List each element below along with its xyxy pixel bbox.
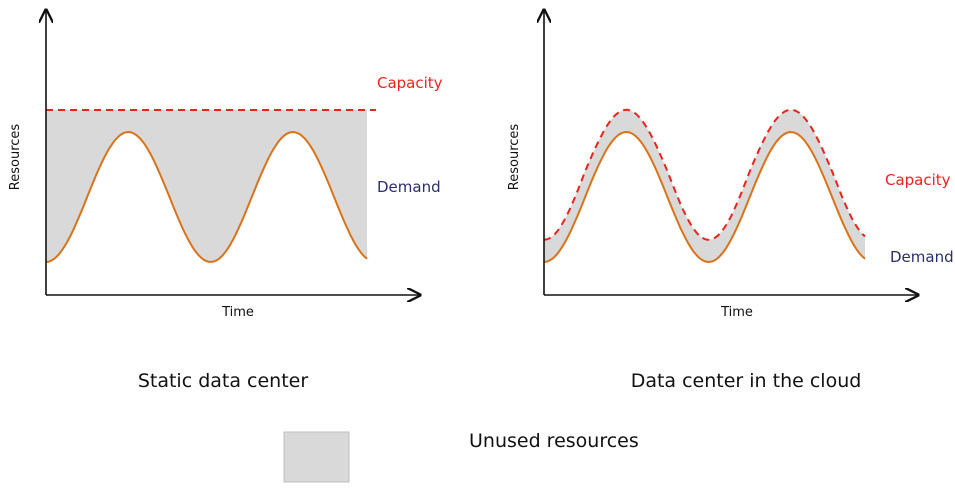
- x-axis-label-cloud: Time: [720, 305, 753, 320]
- capacity-label-cloud: Capacity: [885, 171, 951, 189]
- demand-curve-cloud: [543, 130, 866, 263]
- capacity-label-static: Capacity: [377, 74, 443, 92]
- panel-cloud: Resources Time Capacity Demand Data cent…: [507, 10, 954, 392]
- y-axis-label-cloud: Resources: [507, 124, 522, 191]
- x-axis-label-static: Time: [221, 305, 254, 320]
- capacity-curve-cloud: [543, 108, 866, 241]
- unused-area-static: [46, 110, 367, 262]
- panel-static: Resources Time Capacity Demand Static da…: [8, 10, 443, 392]
- demand-label-static: Demand: [377, 178, 441, 196]
- legend-label-unused: Unused resources: [469, 430, 639, 452]
- demand-curve-static: [45, 130, 368, 263]
- legend-swatch-unused: [283, 431, 350, 483]
- panel-title-static: Static data center: [138, 370, 309, 392]
- y-axis-label-static: Resources: [8, 124, 23, 191]
- panel-title-cloud: Data center in the cloud: [631, 370, 862, 392]
- demand-label-cloud: Demand: [890, 248, 954, 266]
- legend: Unused resources: [283, 430, 639, 483]
